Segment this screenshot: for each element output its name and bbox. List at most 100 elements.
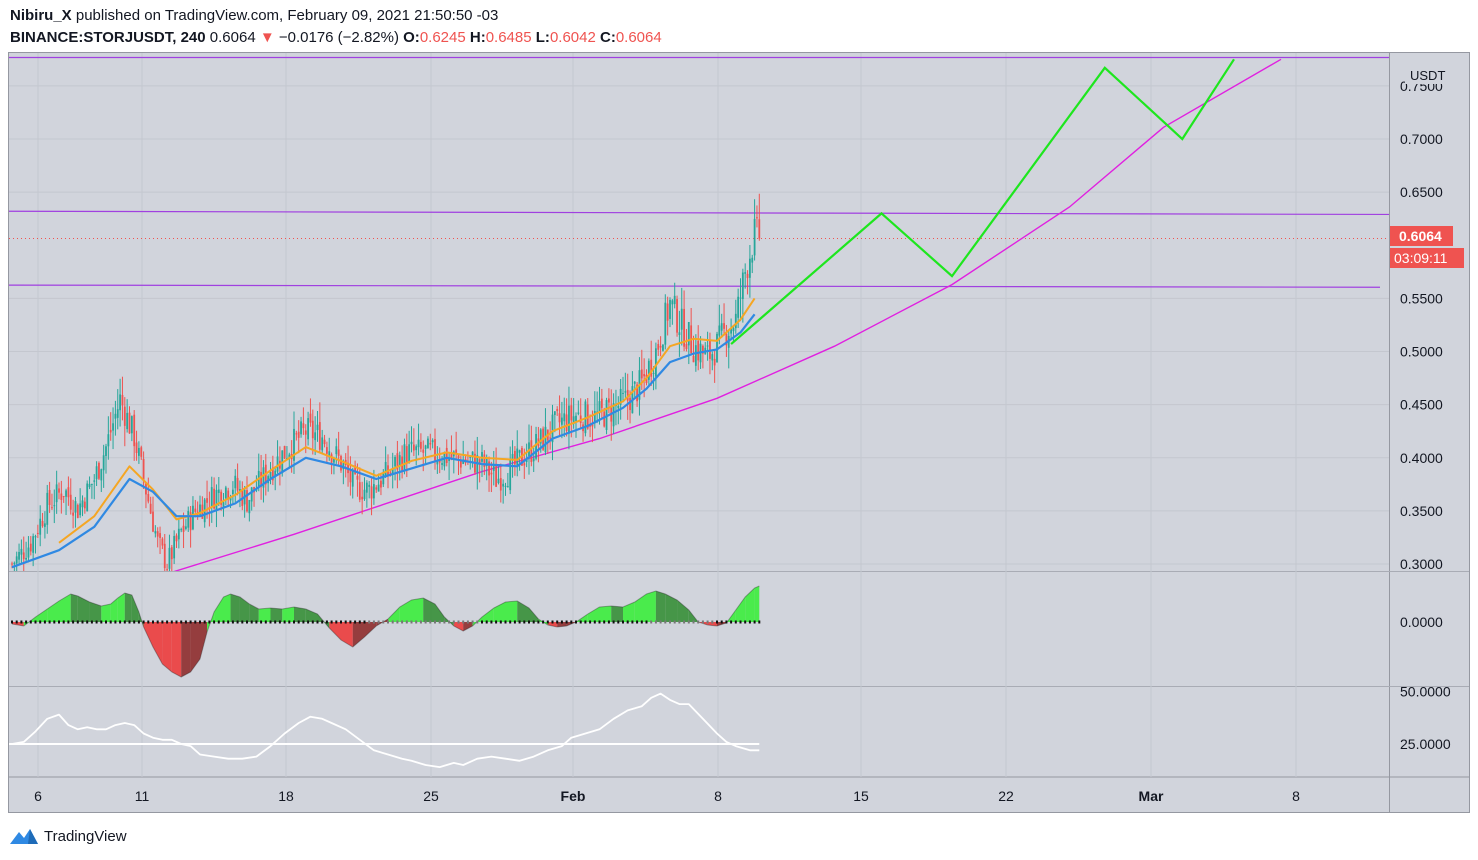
candle-body — [79, 503, 82, 516]
candle-body — [671, 300, 674, 305]
ema-slow-line[interactable] — [11, 313, 756, 569]
zero-cross-dot — [368, 620, 371, 624]
candle-body — [297, 431, 300, 438]
oscillator-area-segment — [190, 622, 200, 672]
publish-info: Nibiru_X published on TradingView.com, F… — [10, 7, 498, 24]
price-tick-label: 0.5500 — [1400, 290, 1443, 306]
candle-body — [380, 480, 382, 488]
candle-body — [666, 303, 669, 321]
candle-body — [330, 454, 333, 463]
zero-cross-dot — [372, 620, 375, 624]
oscillator-area-segment — [376, 619, 388, 626]
candle-body — [337, 449, 340, 456]
parabolic-curve[interactable] — [162, 58, 1282, 575]
candle-body — [608, 398, 610, 403]
oscillator-area-segment — [463, 622, 473, 631]
candle-body — [168, 547, 171, 569]
ema-fast-line[interactable] — [58, 297, 756, 544]
support-line[interactable] — [9, 284, 1381, 288]
zero-cross-dot — [86, 620, 89, 624]
publish-text: published on TradingView.com, February 0… — [75, 7, 499, 24]
candle-body — [619, 388, 622, 405]
price-tick-label: 0.6500 — [1400, 184, 1443, 200]
price-tick-label: 0.7000 — [1400, 131, 1443, 147]
candle-body — [220, 491, 223, 505]
projection-path[interactable] — [730, 58, 1235, 345]
candle-body — [739, 297, 742, 299]
zero-cross-dot — [734, 620, 737, 624]
zero-cross-dot — [175, 620, 178, 624]
tradingview-branding[interactable]: TradingView — [8, 826, 127, 846]
candle-body — [34, 536, 37, 538]
candle-body — [643, 374, 646, 377]
candle-body — [44, 523, 46, 527]
zero-cross-dot — [654, 620, 657, 624]
resistance-line[interactable] — [9, 210, 1389, 216]
candle-body — [20, 548, 23, 555]
oscillator-area-segment — [557, 622, 567, 627]
candle-body — [676, 299, 678, 333]
candle-body — [98, 462, 100, 479]
zero-cross-dot — [217, 620, 220, 624]
zero-cross-dot — [579, 620, 582, 624]
candle-body — [495, 466, 497, 487]
zero-cross-dot — [25, 620, 28, 624]
last-price-badge-text: 0.6064 — [1399, 228, 1442, 244]
zero-cross-dot — [311, 620, 314, 624]
candle-body — [749, 258, 751, 278]
candle-body — [417, 439, 420, 448]
oscillator-line[interactable] — [11, 585, 760, 678]
zero-cross-dot — [575, 620, 577, 624]
candle-body — [288, 454, 291, 459]
oscillator-area-segment — [566, 622, 576, 626]
candle-body — [398, 455, 401, 466]
zero-cross-dot — [15, 620, 18, 624]
zero-cross-dot — [396, 620, 399, 624]
candle-body — [471, 451, 474, 456]
candle-body — [224, 487, 227, 499]
zero-cross-dot — [156, 620, 159, 624]
last-price: 0.6064 — [209, 29, 256, 46]
candle-body — [600, 398, 603, 408]
rsi-line[interactable] — [11, 692, 760, 768]
time-tick-label: 6 — [34, 788, 42, 804]
candle-body — [650, 359, 653, 377]
oscillator-area-segment — [282, 607, 294, 622]
zero-cross-dot — [142, 620, 145, 624]
symbol-name[interactable]: BINANCE:STORJUSDT, 240 — [10, 29, 206, 46]
candle-body — [422, 449, 425, 453]
oscillator-area-segment — [214, 597, 224, 622]
zero-cross-dot — [448, 620, 451, 624]
candle-body — [751, 257, 754, 263]
candle-body — [438, 460, 441, 463]
zero-cross-dot — [76, 620, 79, 624]
zero-cross-dot — [678, 620, 681, 624]
price-pane — [9, 56, 1389, 575]
high-value: 0.6485 — [485, 29, 532, 46]
zero-cross-dot — [748, 620, 751, 624]
candle-body — [86, 483, 89, 512]
candle-body — [669, 299, 671, 319]
candle-body — [41, 520, 44, 527]
zero-cross-dot — [744, 620, 747, 624]
candle-body — [105, 446, 107, 457]
candle-body — [396, 453, 399, 470]
candle-body — [109, 429, 112, 433]
zero-cross-dot — [137, 620, 140, 624]
zero-cross-dot — [532, 620, 535, 624]
candle-body — [377, 484, 380, 492]
candle-body — [558, 413, 561, 423]
zero-cross-dot — [471, 620, 474, 624]
candle-body — [652, 372, 655, 374]
oscillator-area-segment — [239, 597, 250, 622]
time-tick-label: 18 — [278, 788, 294, 804]
zero-cross-dot — [692, 620, 695, 624]
candle-body — [389, 472, 392, 474]
publisher-name[interactable]: Nibiru_X — [10, 7, 72, 24]
candle-body — [685, 343, 688, 350]
candle-body — [182, 525, 185, 532]
zero-cross-dot — [39, 620, 42, 624]
oscillator-area-segment — [688, 610, 699, 622]
candle-body — [539, 429, 542, 444]
